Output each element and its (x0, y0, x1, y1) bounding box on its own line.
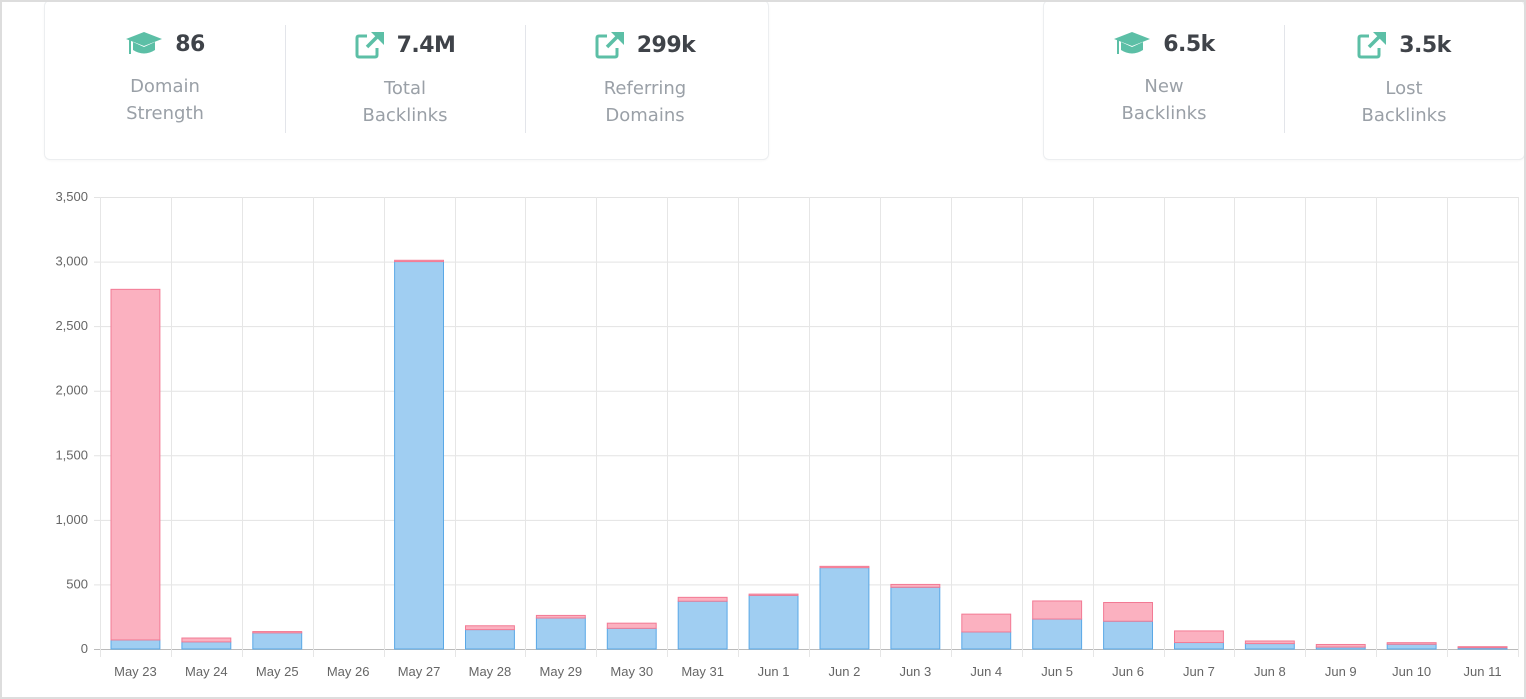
x-tick-label: May 29 (540, 664, 583, 679)
y-tick-label: 0 (81, 641, 88, 656)
bar-lost-backlinks (1103, 602, 1153, 622)
x-tick-label: Jun 8 (1254, 664, 1286, 679)
y-tick-label: 1,000 (55, 512, 88, 527)
x-tick-label: Jun 5 (1041, 664, 1073, 679)
bar-new-backlinks (1244, 643, 1295, 650)
stat-value: 7.4M (396, 32, 456, 58)
bar-new-backlinks (181, 641, 232, 650)
bar-new-backlinks (677, 600, 728, 650)
x-tick-label: Jun 7 (1183, 664, 1215, 679)
y-tick-label: 2,000 (55, 383, 88, 398)
y-tick-label: 500 (66, 576, 88, 591)
bar-lost-backlinks (748, 593, 799, 596)
bar-new-backlinks (819, 567, 870, 650)
external-link-icon (355, 31, 385, 59)
bar-lost-backlinks (394, 259, 445, 263)
x-tick-label: May 23 (114, 664, 157, 679)
bar-new-backlinks (1103, 620, 1153, 650)
bar-lost-backlinks (1457, 646, 1508, 649)
stats-card-changes: 6.5k New Backlinks 3.5k Lost Backlinks (1043, 2, 1524, 160)
x-tick-label: May 24 (185, 664, 228, 679)
bar-lost-backlinks (819, 565, 870, 569)
bar-new-backlinks (1032, 618, 1083, 650)
stat-label: Referring Domains (603, 78, 687, 126)
bar-lost-backlinks (890, 583, 941, 588)
bar-lost-backlinks (110, 288, 161, 641)
bar-new-backlinks (110, 639, 161, 650)
stat-referring-domains: 299k Referring Domains (525, 2, 765, 159)
bar-lost-backlinks (252, 631, 303, 634)
bar-lost-backlinks (677, 596, 728, 602)
x-tick-label: May 28 (469, 664, 512, 679)
bar-lost-backlinks (1315, 643, 1366, 648)
stat-total-backlinks: 7.4M Total Backlinks (285, 2, 525, 159)
graduation-cap-icon (1113, 31, 1151, 57)
x-tick-label: Jun 2 (829, 664, 861, 679)
bar-lost-backlinks (606, 622, 657, 629)
x-tick-label: May 30 (610, 664, 653, 679)
x-tick-label: Jun 9 (1325, 664, 1357, 679)
graduation-cap-icon (125, 31, 163, 57)
bar-new-backlinks (1386, 643, 1437, 650)
bar-lost-backlinks (465, 625, 515, 631)
x-tick-label: Jun 6 (1112, 664, 1144, 679)
bar-lost-backlinks (181, 637, 232, 643)
bar-lost-backlinks (961, 613, 1012, 633)
bar-new-backlinks (394, 261, 445, 650)
stat-value: 86 (175, 31, 205, 57)
y-tick-label: 2,500 (55, 318, 88, 333)
bar-new-backlinks (606, 627, 657, 650)
y-tick-label: 3,000 (55, 254, 88, 269)
y-tick-label: 3,500 (55, 189, 88, 204)
external-link-icon (1357, 31, 1387, 59)
bar-new-backlinks (535, 617, 586, 650)
stat-lost-backlinks: 3.5k Lost Backlinks (1284, 2, 1524, 159)
bar-lost-backlinks (1174, 630, 1224, 644)
stat-label: Total Backlinks (362, 78, 448, 126)
x-tick-label: Jun 3 (899, 664, 931, 679)
stat-domain-strength: 86 Domain Strength (45, 2, 285, 159)
stat-label: New Backlinks (1121, 76, 1207, 124)
stat-label: Lost Backlinks (1361, 78, 1447, 126)
bar-lost-backlinks (535, 614, 586, 619)
bar-lost-backlinks (1032, 600, 1083, 620)
bar-new-backlinks (252, 632, 303, 650)
stats-card-overview: 86 Domain Strength 7.4M Total Backlinks 299k… (44, 2, 769, 160)
x-tick-label: May 27 (398, 664, 441, 679)
stat-value: 6.5k (1163, 31, 1215, 57)
external-link-icon (595, 31, 625, 59)
bar-lost-backlinks (1386, 642, 1437, 645)
bar-new-backlinks (961, 631, 1012, 650)
x-tick-label: May 25 (256, 664, 299, 679)
x-tick-label: May 26 (327, 664, 370, 679)
x-tick-label: Jun 11 (1464, 664, 1502, 679)
stat-label: Domain Strength (126, 76, 204, 124)
stat-new-backlinks: 6.5k New Backlinks (1044, 2, 1284, 159)
bar-new-backlinks (465, 629, 515, 650)
bar-new-backlinks (1174, 642, 1224, 650)
x-tick-label: Jun 4 (970, 664, 1002, 679)
x-tick-label: Jun 1 (758, 664, 790, 679)
bar-new-backlinks (748, 594, 799, 650)
backlinks-bar-chart: 0 500 1,000 1,500 2,000 2,500 3,000 3,500 May 23… (55, 189, 1519, 679)
x-tick-label: May 31 (681, 664, 724, 679)
bar-lost-backlinks (1244, 640, 1295, 645)
stat-value: 3.5k (1399, 32, 1451, 58)
bar-new-backlinks (890, 586, 941, 650)
y-tick-label: 1,500 (55, 447, 88, 462)
x-tick-label: Jun 10 (1392, 664, 1431, 679)
stat-value: 299k (636, 32, 696, 58)
